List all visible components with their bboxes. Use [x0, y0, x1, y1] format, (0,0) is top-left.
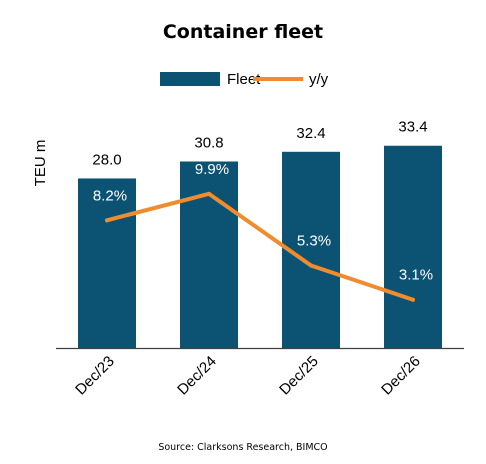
legend-label-yy: y/y [309, 71, 329, 88]
yy-point [309, 263, 313, 268]
bar-value-label: 30.8 [194, 134, 223, 151]
yy-point [105, 218, 109, 223]
yy-line [105, 191, 415, 302]
bar-value-label: 32.4 [296, 125, 325, 142]
line-labels: 8.2% 9.9% 5.3% 3.1% [93, 161, 433, 284]
legend-label-fleet: Fleet [227, 71, 261, 88]
bar-labels: 28.0 30.8 32.4 33.4 [92, 119, 427, 169]
yy-point [411, 297, 415, 302]
x-tick-label: Dec/24 [174, 353, 220, 399]
source-note: Source: Clarksons Research, BIMCO [158, 442, 327, 453]
x-tick-label: Dec/25 [276, 353, 322, 399]
yy-value-label: 5.3% [297, 232, 331, 249]
bar-Dec/24 [180, 161, 238, 348]
bar-Dec/26 [384, 145, 442, 348]
yy-value-label: 9.9% [195, 161, 229, 178]
x-tick-labels: Dec/23 Dec/24 Dec/25 Dec/26 [72, 353, 424, 399]
bar-value-label: 33.4 [398, 119, 427, 136]
yy-point [207, 191, 211, 196]
bars [78, 145, 442, 348]
legend-swatch-fleet [160, 72, 220, 86]
x-tick-label: Dec/26 [378, 353, 424, 399]
yy-series [105, 191, 415, 302]
x-tick-label: Dec/23 [72, 353, 118, 399]
yy-value-label: 8.2% [93, 187, 127, 204]
legend: Fleet y/y [160, 71, 329, 88]
y-axis-label: TEU m [32, 140, 49, 187]
bar-Dec/23 [78, 178, 136, 348]
bar-value-label: 28.0 [92, 151, 121, 168]
yy-value-label: 3.1% [399, 267, 433, 284]
chart-title: Container fleet [163, 21, 323, 43]
